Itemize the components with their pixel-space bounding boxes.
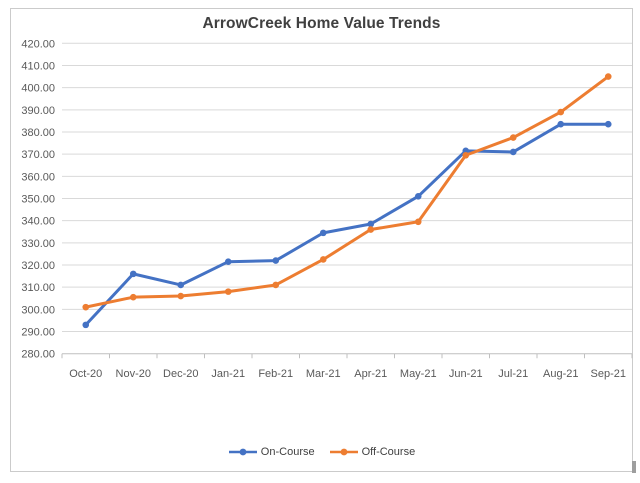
- x-tick-label: Jul-21: [498, 368, 528, 380]
- y-tick-label: 400.00: [21, 83, 55, 95]
- data-point-marker-off-course: [462, 151, 470, 159]
- series-on-course: [82, 120, 612, 329]
- data-point-marker-on-course: [272, 257, 280, 264]
- data-point-marker-off-course: [319, 256, 327, 263]
- data-point-marker-off-course: [177, 292, 185, 300]
- x-tick-label: Aug-21: [543, 368, 578, 380]
- data-point-marker-off-course: [129, 293, 137, 301]
- x-tick-label: Feb-21: [258, 368, 293, 380]
- data-point-marker-off-course: [272, 281, 280, 289]
- legend-item-off-course: Off-Course: [329, 446, 416, 458]
- series-line-off-course: [84, 75, 610, 309]
- y-tick-label: 420.00: [21, 38, 55, 50]
- data-point-marker-off-course: [557, 108, 565, 116]
- y-tick-label: 340.00: [21, 216, 55, 228]
- y-tick-label: 350.00: [21, 194, 55, 206]
- x-tick-label: Jun-21: [449, 368, 483, 380]
- data-point-marker-on-course: [604, 120, 612, 128]
- data-point-marker-on-course: [319, 229, 327, 237]
- legend-marker-on-course-icon: [228, 448, 257, 456]
- data-point-marker-on-course: [367, 220, 375, 228]
- legend-item-on-course: On-Course: [228, 446, 315, 458]
- chart-frame: [10, 8, 633, 472]
- y-tick-label: 390.00: [21, 105, 55, 117]
- data-point-marker-off-course: [509, 134, 517, 141]
- x-tick-label: Jan-21: [211, 368, 245, 380]
- x-tick-label: Mar-21: [306, 368, 341, 380]
- y-tick-label: 310.00: [21, 282, 55, 294]
- frame-corner-fragment: [632, 461, 636, 473]
- series-line-on-course: [84, 122, 610, 327]
- y-tick-label: 280.00: [21, 349, 55, 361]
- legend-label-off-course: Off-Course: [361, 446, 416, 458]
- data-point-marker-on-course: [129, 270, 137, 278]
- data-point-marker-on-course: [224, 258, 232, 265]
- legend: On-Course Off-Course: [10, 446, 633, 458]
- data-point-marker-off-course: [367, 226, 375, 233]
- series-off-course: [82, 73, 612, 311]
- x-tick-label: Oct-20: [69, 368, 102, 380]
- x-tick-label: Apr-21: [354, 368, 387, 380]
- y-tick-label: 300.00: [21, 304, 55, 316]
- chart-title: ArrowCreek Home Value Trends: [202, 15, 441, 32]
- y-tick-label: 410.00: [21, 60, 55, 72]
- data-point-marker-off-course: [604, 73, 612, 80]
- data-point-marker-on-course: [557, 120, 565, 128]
- data-point-marker-on-course: [177, 281, 185, 289]
- data-point-marker-off-course: [414, 218, 422, 226]
- y-tick-label: 360.00: [21, 171, 55, 183]
- y-tick-label: 330.00: [21, 238, 55, 250]
- x-axis: [61, 353, 633, 359]
- data-point-marker-off-course: [224, 288, 232, 295]
- data-point-marker-on-course: [509, 148, 517, 156]
- x-tick-label: Dec-20: [163, 368, 198, 380]
- y-tick-label: 380.00: [21, 127, 55, 139]
- y-tick-label: 320.00: [21, 260, 55, 272]
- y-tick-label: 290.00: [21, 327, 55, 339]
- x-tick-label: Nov-20: [116, 368, 151, 380]
- y-tick-label: 370.00: [21, 149, 55, 161]
- legend-label-on-course: On-Course: [260, 446, 315, 458]
- y-gridlines: [62, 42, 632, 333]
- y-axis-tick-labels: 280.00 290.00 300.00 310.00 320.00 330.00 340.…: [21, 38, 55, 360]
- x-tick-label: May-21: [400, 368, 437, 380]
- legend-marker-off-course-icon: [329, 448, 358, 456]
- data-point-marker-off-course: [82, 303, 90, 311]
- x-axis-tick-labels: Oct-20 Nov-20 Dec-20 Jan-21 Feb-21 Mar-21 Apr-…: [69, 368, 626, 380]
- data-point-marker-on-course: [82, 321, 90, 329]
- data-point-marker-on-course: [414, 192, 422, 200]
- x-tick-label: Sep-21: [591, 368, 626, 380]
